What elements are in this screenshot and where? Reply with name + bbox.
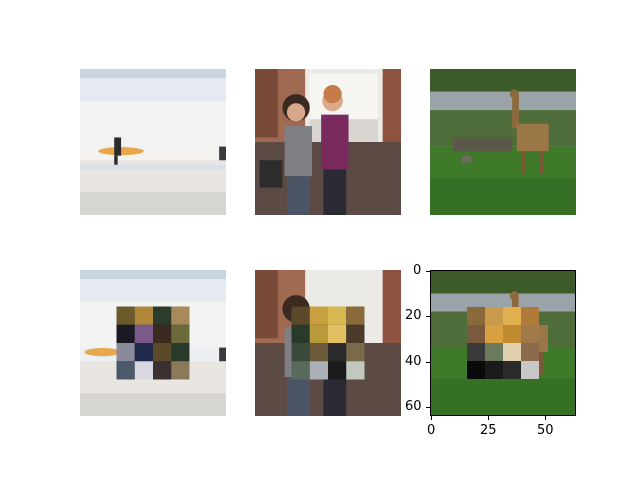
x-tick-0: 0	[427, 423, 436, 438]
x-tick-25: 25	[480, 423, 497, 438]
image-kitchen-original	[255, 69, 401, 215]
y-tick-40: 40	[405, 354, 422, 369]
image-kitchen-patched	[255, 270, 401, 416]
image-giraffe-patched-axes	[430, 270, 576, 416]
x-tick-50: 50	[537, 423, 554, 438]
y-tick-60: 60	[405, 399, 422, 414]
image-giraffe-original	[430, 69, 576, 215]
y-tick-0: 0	[413, 263, 422, 278]
image-beach-patched	[80, 270, 226, 416]
y-tick-20: 20	[405, 308, 422, 323]
image-beach-original	[80, 69, 226, 215]
